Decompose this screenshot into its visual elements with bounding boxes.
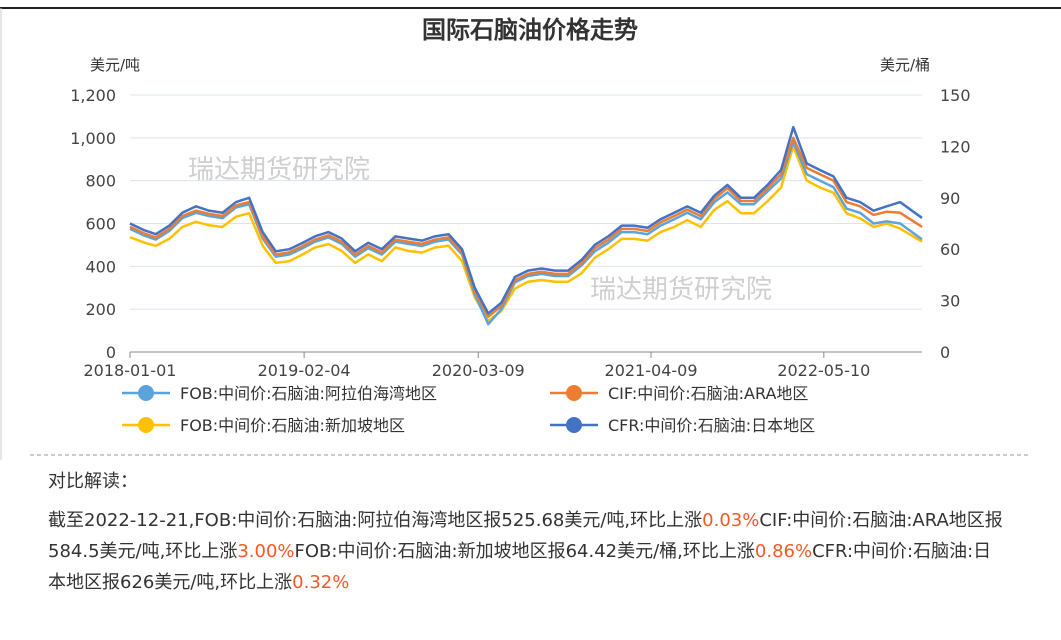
commentary-text: CIF:中间价:石脑油:ARA地区报584.5美元/吨,环比上涨 <box>48 510 1003 562</box>
highlight-text: 0.86% <box>754 541 813 562</box>
watermark: 瑞达期货研究院 <box>590 275 772 305</box>
chart: 国际石脑油价格走势 美元/吨 美元/桶 瑞达期货研究院 瑞达期货研究院 0 200… <box>0 7 1061 460</box>
x-tick-label: 2019-02-04 <box>258 361 351 380</box>
legend-label: CIF:中间价:石脑油:ARA地区 <box>608 384 808 403</box>
commentary: 对比解读： 截至2022-12-21,FOB:中间价:石脑油:阿拉伯海湾地区报5… <box>48 466 1008 598</box>
y-tick-label: 800 <box>85 172 116 191</box>
commentary-text: CFR:中间价:石脑油:日本地区报626美元/吨,环比上涨 <box>48 541 992 593</box>
x-tick-label: 2022-05-10 <box>777 361 870 380</box>
series-line <box>129 125 923 315</box>
y-tick-label: 600 <box>85 215 116 234</box>
commentary-text: 截至2022-12-21,FOB:中间价:石脑油:阿拉伯海湾地区报525.68美… <box>48 510 703 531</box>
commentary-heading: 对比解读： <box>48 471 138 492</box>
highlight-text: 3.00% <box>237 541 295 562</box>
y2-tick-label: 90 <box>940 189 960 208</box>
y2-tick-label: 60 <box>940 240 960 259</box>
commentary-body: 截至2022-12-21,FOB:中间价:石脑油:阿拉伯海湾地区报525.68美… <box>48 505 1008 598</box>
highlight-text: 0.32% <box>292 572 350 593</box>
x-tick-label: 2018-01-01 <box>84 361 177 380</box>
series-line <box>129 145 923 323</box>
chart-title: 国际石脑油价格走势 <box>422 16 638 44</box>
y2-tick-label: 0 <box>940 343 950 362</box>
y-tick-label: 1,000 <box>70 129 116 148</box>
legend-label: FOB:中间价:石脑油:阿拉伯海湾地区 <box>180 384 437 403</box>
y2-tick-label: 120 <box>940 137 971 156</box>
y-axis-label: 美元/吨 <box>90 56 140 74</box>
legend-marker <box>138 417 154 433</box>
y-tick-label: 0 <box>106 343 116 362</box>
commentary-text: FOB:中间价:石脑油:新加坡地区报64.42美元/桶,环比上涨 <box>294 541 755 562</box>
legend-label: CFR:中间价:石脑油:日本地区 <box>608 416 815 435</box>
x-tick-label: 2020-03-09 <box>432 361 525 380</box>
legend-marker <box>566 417 582 433</box>
legend-marker <box>138 385 154 401</box>
highlight-text: 0.03% <box>702 510 760 531</box>
y2-tick-label: 150 <box>940 86 971 105</box>
legend-label: FOB:中间价:石脑油:新加坡地区 <box>180 416 405 435</box>
y-tick-label: 1,200 <box>70 86 116 105</box>
y-tick-label: 400 <box>85 257 116 276</box>
x-tick-label: 2021-04-09 <box>605 361 698 380</box>
legend-marker <box>566 385 582 401</box>
y2-axis-label: 美元/桶 <box>880 56 930 74</box>
y2-tick-label: 30 <box>940 292 960 311</box>
watermark: 瑞达期货研究院 <box>188 155 370 185</box>
y-tick-label: 200 <box>85 300 116 319</box>
series-line <box>129 136 923 318</box>
